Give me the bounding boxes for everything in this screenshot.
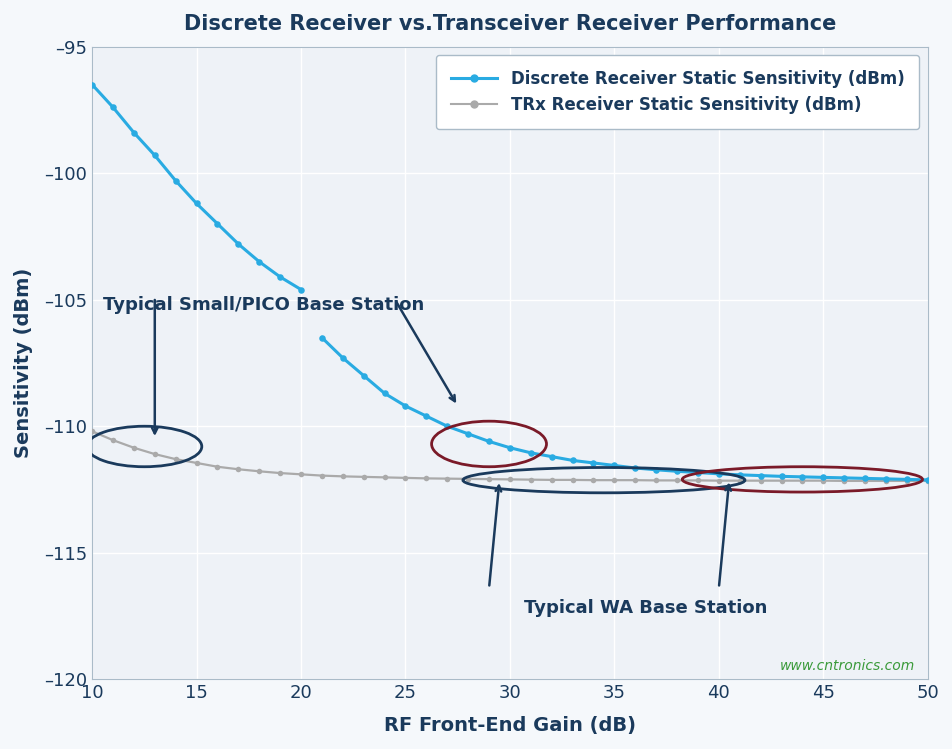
Point bbox=[106, 434, 121, 446]
Point bbox=[544, 451, 559, 463]
Point bbox=[523, 473, 538, 485]
Point bbox=[147, 448, 162, 460]
Point bbox=[147, 149, 162, 161]
Point bbox=[523, 447, 538, 459]
Point bbox=[168, 175, 183, 187]
Point bbox=[668, 474, 684, 486]
Point bbox=[502, 442, 517, 454]
Point bbox=[230, 238, 246, 250]
Point bbox=[481, 473, 496, 485]
Point bbox=[439, 420, 454, 432]
Point bbox=[919, 474, 934, 486]
Point bbox=[188, 457, 204, 469]
Point bbox=[668, 465, 684, 477]
Point bbox=[418, 473, 433, 485]
Point bbox=[919, 475, 934, 487]
Point bbox=[836, 475, 851, 487]
Point bbox=[857, 475, 872, 487]
Point bbox=[794, 475, 809, 487]
Point bbox=[627, 474, 643, 486]
Point bbox=[878, 473, 893, 485]
Point bbox=[272, 271, 288, 283]
Point bbox=[752, 470, 767, 482]
Point bbox=[773, 470, 788, 482]
Point bbox=[731, 475, 746, 487]
Point bbox=[251, 465, 267, 477]
Point bbox=[106, 101, 121, 113]
Point bbox=[731, 469, 746, 481]
Point bbox=[85, 79, 100, 91]
Point bbox=[126, 442, 141, 454]
Point bbox=[899, 475, 914, 487]
Point bbox=[377, 387, 392, 399]
Point bbox=[439, 473, 454, 485]
Point bbox=[209, 218, 225, 230]
Point bbox=[689, 474, 704, 486]
Point bbox=[627, 462, 643, 474]
Point bbox=[397, 400, 412, 412]
Point bbox=[648, 474, 664, 486]
X-axis label: RF Front-End Gain (dB): RF Front-End Gain (dB) bbox=[384, 716, 635, 735]
Point bbox=[773, 475, 788, 487]
Point bbox=[585, 474, 601, 486]
Point bbox=[481, 435, 496, 447]
Point bbox=[585, 457, 601, 469]
Text: www.cntronics.com: www.cntronics.com bbox=[779, 659, 914, 673]
Point bbox=[126, 127, 141, 139]
Y-axis label: Sensitivity (dBm): Sensitivity (dBm) bbox=[14, 268, 33, 458]
Point bbox=[314, 470, 329, 482]
Point bbox=[168, 453, 183, 465]
Point bbox=[710, 468, 725, 480]
Point bbox=[272, 467, 288, 479]
Point bbox=[899, 473, 914, 485]
Text: Typical WA Base Station: Typical WA Base Station bbox=[524, 599, 766, 617]
Point bbox=[502, 473, 517, 485]
Title: Discrete Receiver vs.Transceiver Receiver Performance: Discrete Receiver vs.Transceiver Receive… bbox=[184, 14, 835, 34]
Point bbox=[377, 471, 392, 483]
Point bbox=[836, 472, 851, 484]
Legend: Discrete Receiver Static Sensitivity (dBm), TRx Receiver Static Sensitivity (dBm: Discrete Receiver Static Sensitivity (dB… bbox=[435, 55, 919, 130]
Point bbox=[815, 475, 830, 487]
Point bbox=[815, 471, 830, 483]
Point bbox=[878, 475, 893, 487]
Point bbox=[565, 474, 580, 486]
Point bbox=[230, 464, 246, 476]
Text: Typical Small/PICO Base Station: Typical Small/PICO Base Station bbox=[103, 296, 424, 314]
Point bbox=[209, 461, 225, 473]
Point bbox=[460, 473, 475, 485]
Point bbox=[544, 474, 559, 486]
Point bbox=[251, 255, 267, 267]
Point bbox=[418, 410, 433, 422]
Point bbox=[293, 284, 308, 296]
Point bbox=[648, 464, 664, 476]
Point bbox=[606, 459, 622, 471]
Point bbox=[689, 467, 704, 479]
Point bbox=[794, 471, 809, 483]
Point bbox=[335, 352, 350, 364]
Point bbox=[293, 468, 308, 480]
Point bbox=[397, 472, 412, 484]
Point bbox=[857, 473, 872, 485]
Point bbox=[335, 470, 350, 482]
Point bbox=[710, 475, 725, 487]
Point bbox=[565, 455, 580, 467]
Point bbox=[188, 198, 204, 210]
Point bbox=[356, 369, 371, 381]
Point bbox=[356, 471, 371, 483]
Point bbox=[314, 332, 329, 344]
Point bbox=[606, 474, 622, 486]
Point bbox=[85, 425, 100, 437]
Point bbox=[460, 428, 475, 440]
Point bbox=[752, 475, 767, 487]
